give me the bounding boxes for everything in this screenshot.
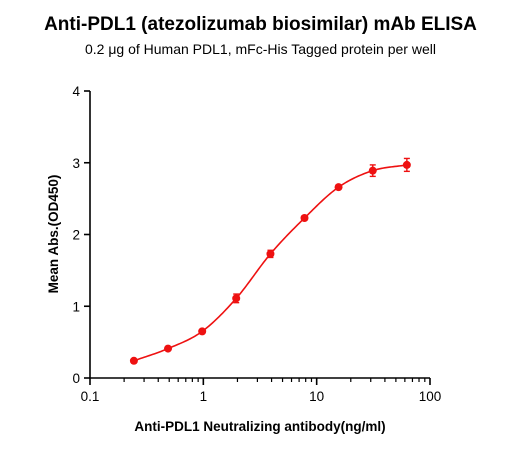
y-tick-label: 0 (72, 371, 80, 386)
x-tick-label: 100 (419, 389, 442, 404)
y-tick-label: 3 (72, 156, 80, 171)
chart-subtitle: 0.2 μg of Human PDL1, mFc-His Tagged pro… (85, 41, 436, 57)
data-point (300, 213, 309, 222)
data-point (368, 166, 377, 175)
x-axis-label: Anti-PDL1 Neutralizing antibody(ng/ml) (134, 419, 385, 434)
x-tick-label: 0.1 (81, 389, 100, 404)
chart-title: Anti-PDL1 (atezolizumab biosimilar) mAb … (44, 14, 477, 35)
data-marks (129, 157, 411, 365)
data-point (232, 294, 241, 303)
data-point (129, 356, 138, 365)
y-tick-label: 1 (72, 299, 80, 314)
data-point (334, 183, 343, 192)
data-point (266, 249, 275, 258)
fit-curve (133, 164, 407, 362)
data-point (164, 344, 173, 353)
x-tick-label: 10 (309, 389, 324, 404)
x-tick-label: 1 (200, 389, 208, 404)
data-point (198, 327, 207, 336)
data-point (402, 160, 411, 169)
y-tick-label: 2 (72, 228, 80, 243)
axes: 0 1 2 3 4 0.1 1 10 100 (72, 84, 441, 404)
y-axis-label: Mean Abs.(OD450) (46, 175, 61, 294)
y-tick-label: 4 (72, 84, 80, 99)
